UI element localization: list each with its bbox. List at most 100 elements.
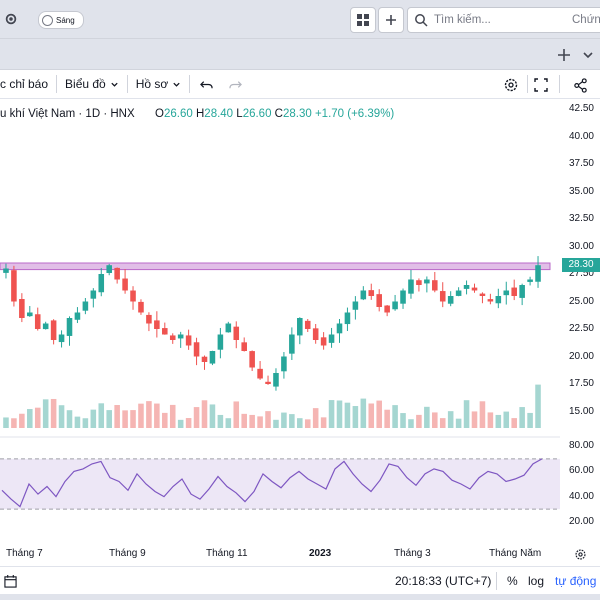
volume-bar [424,406,430,428]
candle-body [304,320,311,329]
indicators-button[interactable]: c chỉ báo [0,70,56,98]
chart-settings-button[interactable] [501,75,521,95]
volume-bar [479,401,486,428]
theme-toggle[interactable]: Sáng [38,11,84,29]
chart-canvas[interactable] [0,98,600,540]
candle-body [146,314,152,324]
rsi-tick-label: 20.00 [568,515,594,527]
volume-bar [193,407,200,428]
price-tick-label: 15.00 [568,405,594,417]
volume-bar [162,412,168,428]
candle-body [336,323,343,334]
gear-icon [504,78,518,92]
search-icon [415,14,428,27]
volume-bar [74,416,81,428]
candle-body [169,335,176,340]
price-tick-label: 42.50 [568,103,594,114]
candle-body [265,381,271,384]
volume-bar [416,414,422,428]
candle-body [487,299,494,302]
price-tick-label: 22.50 [568,323,594,334]
candle-body [312,328,319,340]
volume-bar [209,404,216,428]
volume-bar [352,406,359,428]
volume-bar [519,407,525,428]
candle-body [233,326,240,340]
price-tick-label: 32.50 [568,213,594,224]
candle-body [527,279,533,282]
search-input[interactable]: Tìm kiếm... [434,14,491,26]
symbol-description[interactable]: u khí Việt Nam · 1D · HNX [0,108,135,120]
candle-body [74,312,81,320]
time-tick-label: Tháng Năm [489,548,542,559]
chart-type-menu[interactable]: Biểu đồ [57,70,127,98]
log-toggle[interactable]: log [528,574,545,588]
volume-bar [66,410,73,428]
auto-toggle[interactable]: tự động [555,574,597,588]
high-label: H [195,108,205,120]
candle-body [352,301,359,310]
divider [56,75,58,93]
add-tab-button[interactable] [556,47,572,63]
candle-body [463,285,470,289]
volume-bar [400,413,406,428]
candle-body [58,334,65,343]
candle-body [281,356,287,372]
volume-bar [368,403,375,428]
candle-body [511,287,517,296]
volume-bar [90,409,97,428]
volume-bar [138,403,144,428]
add-button[interactable] [378,7,404,33]
volume-bar [328,400,335,428]
share-button[interactable] [570,75,590,95]
candle-body [185,335,192,346]
candle-body [519,285,525,298]
axis-settings-button[interactable] [572,546,588,562]
candle-body [114,267,120,280]
volume-bar [42,399,49,428]
candle-body [209,351,216,364]
percent-toggle[interactable]: % [507,574,518,588]
candle-body [424,279,430,284]
candle-body [392,301,398,310]
chevron-down-icon [111,82,118,87]
candle-body [384,305,390,313]
undo-button[interactable] [190,70,223,98]
candle-body [535,265,541,282]
collapse-button[interactable] [580,47,596,63]
date-range-button[interactable] [2,573,18,589]
candle-body [360,290,367,300]
candle-body [50,320,57,340]
price-tick-label: 17.50 [568,378,594,389]
layout-grid-button[interactable] [350,7,376,33]
price-tick-label: 30.00 [568,240,594,252]
price-axis[interactable]: 42.50 40.00 37.50 35.00 32.50 30.00 27.50 25.00… [558,98,600,540]
settings-icon[interactable] [2,10,20,28]
price-tick-label: 35.00 [568,185,594,197]
fullscreen-button[interactable] [531,75,551,95]
price-tick-label: 20.00 [568,350,594,362]
clock-display[interactable]: 20:18:33 (UTC+7) [395,574,492,588]
redo-icon [229,80,243,88]
plus-icon [386,15,396,25]
time-axis[interactable]: Tháng 7 Tháng 9 Tháng 11 2023 Tháng 3 Tháng N… [0,540,600,566]
change-value: +1.70 (+6.39%) [314,108,395,120]
redo-button[interactable] [223,70,248,98]
volume-bar [265,411,271,428]
search-box[interactable]: Tìm kiếm... Chứng [407,7,600,33]
price-tick-label: 27.50 [568,268,594,279]
divider [189,75,191,93]
volume-bar [511,418,517,428]
time-tick-label: Tháng 9 [109,548,146,559]
profile-label: Hồ sơ [135,77,169,91]
chart-pane[interactable]: 42.50 40.00 37.50 35.00 32.50 30.00 27.50 25.00… [0,98,600,540]
price-tick-label: 25.00 [568,295,594,307]
candle-body [297,318,303,336]
candle-body [138,301,144,313]
volume-bar [495,414,502,428]
volume-bar [320,417,327,428]
volume-bar [289,414,295,428]
candle-body [177,334,184,339]
profile-menu[interactable]: Hồ sơ [128,70,190,98]
gear-icon [574,548,586,560]
